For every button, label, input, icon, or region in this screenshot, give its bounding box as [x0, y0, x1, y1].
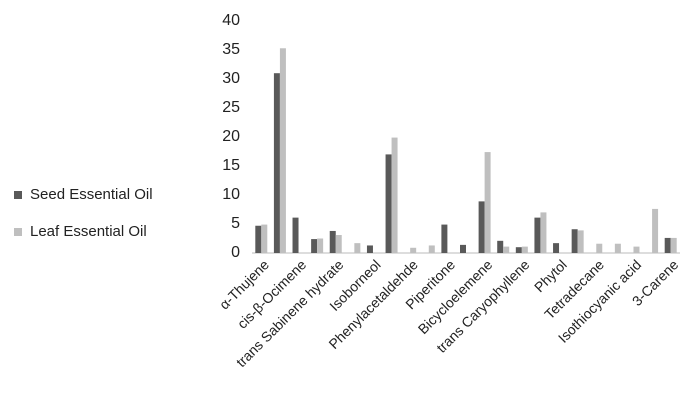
- bar: [292, 217, 299, 253]
- bar: [664, 237, 671, 253]
- bar: [460, 244, 466, 253]
- bar: [515, 247, 522, 253]
- bar: [273, 73, 280, 253]
- bar: [428, 245, 435, 253]
- y-tick-label: 15: [222, 157, 240, 174]
- bar: [478, 201, 485, 253]
- bar: [540, 212, 547, 253]
- bar: [596, 243, 603, 253]
- bar: [633, 246, 640, 253]
- y-tick-label: 10: [222, 186, 240, 203]
- legend-label: Leaf Essential Oil: [30, 223, 147, 240]
- y-tick-label: 5: [231, 215, 240, 232]
- bar: [484, 152, 491, 253]
- y-tick-label: 25: [222, 99, 240, 116]
- y-tick-label: 35: [222, 41, 240, 58]
- bar: [354, 243, 361, 253]
- bar: [279, 48, 286, 254]
- bar: [329, 230, 336, 253]
- y-tick-label: 20: [222, 128, 240, 145]
- bar: [441, 224, 448, 253]
- bar: [261, 224, 268, 253]
- bar: [317, 238, 324, 253]
- bar: [652, 208, 659, 253]
- legend-swatch: [14, 228, 22, 236]
- legend-label: Seed Essential Oil: [30, 186, 153, 203]
- bar: [670, 237, 677, 253]
- bar: [311, 239, 318, 253]
- bar: [366, 245, 373, 253]
- bar: [410, 247, 417, 253]
- legend-swatch: [14, 191, 22, 199]
- bar: [255, 225, 262, 253]
- bar: [571, 229, 578, 253]
- y-tick-label: 40: [222, 12, 240, 29]
- bar: [553, 243, 560, 253]
- bar: [503, 246, 510, 253]
- bar: [385, 154, 392, 253]
- bar: [534, 217, 541, 253]
- bar: [521, 246, 528, 253]
- y-tick-label: 30: [222, 70, 240, 87]
- y-tick-label: 0: [231, 244, 240, 261]
- bar: [335, 235, 342, 253]
- bar: [497, 240, 504, 253]
- bar: [614, 243, 621, 253]
- bar: [391, 137, 398, 253]
- bar: [577, 230, 584, 253]
